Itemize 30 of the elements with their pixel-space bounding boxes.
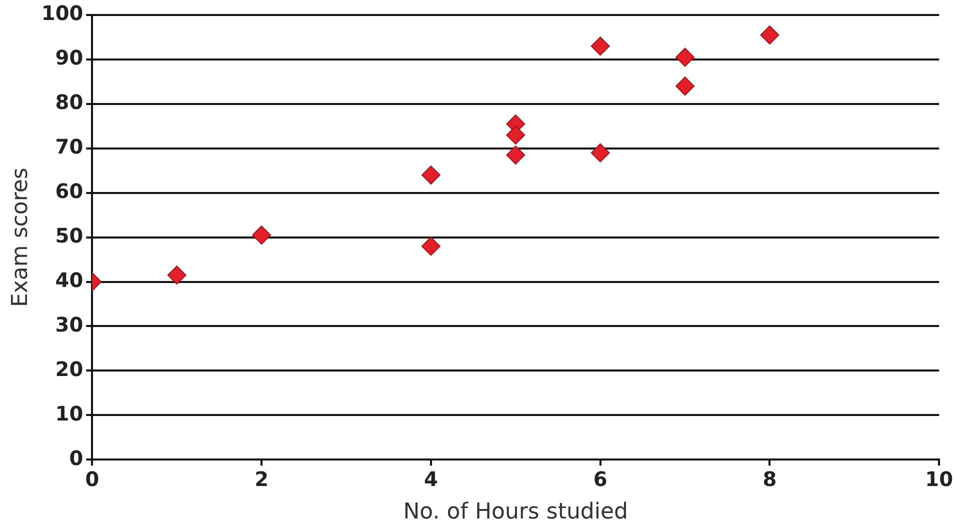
y-tick-label: 100 bbox=[41, 1, 84, 26]
point bbox=[676, 48, 695, 67]
y-tick-label: 40 bbox=[55, 268, 84, 292]
x-tick-label: 0 bbox=[85, 466, 100, 491]
x-tick-label: 8 bbox=[762, 466, 777, 491]
y-tick-label: 80 bbox=[55, 90, 84, 114]
point bbox=[506, 126, 526, 145]
y-tick-label: 20 bbox=[55, 356, 84, 381]
y-tick-label: 90 bbox=[55, 46, 84, 70]
point bbox=[590, 36, 610, 56]
point bbox=[167, 266, 186, 285]
y-tick-label: 10 bbox=[55, 401, 84, 426]
point bbox=[421, 166, 440, 185]
point bbox=[760, 26, 780, 45]
point bbox=[506, 146, 526, 165]
y-tick-label: 70 bbox=[55, 134, 84, 159]
x-tick-label: 10 bbox=[925, 466, 954, 491]
x-tick-label: 6 bbox=[593, 466, 608, 491]
x-axis-title: No. of Hours studied bbox=[403, 500, 628, 525]
x-tick-label: 4 bbox=[424, 466, 438, 491]
point bbox=[252, 226, 272, 245]
y-tick-label: 60 bbox=[55, 179, 84, 204]
point bbox=[590, 143, 610, 162]
y-tick-label: 0 bbox=[69, 446, 84, 470]
y-tick-label: 50 bbox=[55, 224, 84, 248]
y-axis-title: Exam scores bbox=[8, 168, 33, 308]
point bbox=[676, 76, 695, 96]
point bbox=[421, 236, 440, 256]
x-tick-label: 2 bbox=[254, 466, 268, 491]
y-tick-label: 30 bbox=[55, 312, 84, 336]
